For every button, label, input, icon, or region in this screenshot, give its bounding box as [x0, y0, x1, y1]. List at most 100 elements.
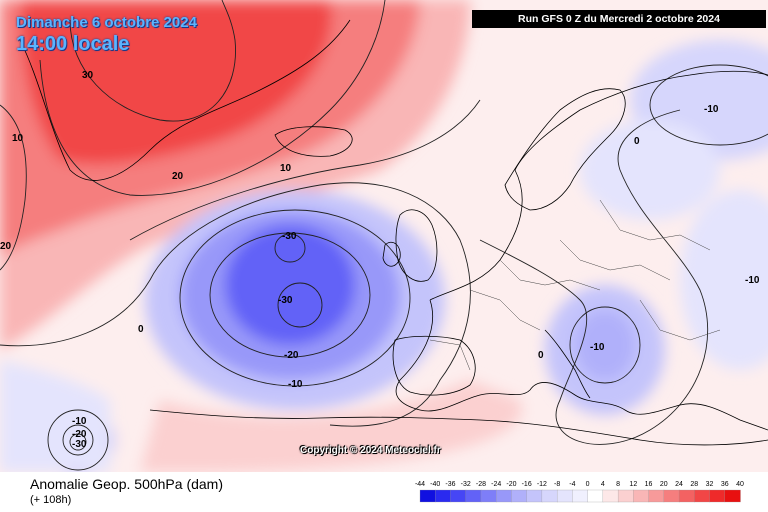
color-scale-label: 12: [629, 481, 637, 488]
color-scale-swatches: [419, 489, 741, 503]
color-scale-label: 8: [616, 481, 620, 488]
contour-label: 10: [280, 163, 292, 174]
color-scale-label: -20: [506, 481, 516, 488]
color-scale-label: 0: [586, 481, 590, 488]
italy-coast: [544, 329, 591, 399]
contour-label-group: 30 20 10 10 20 -30 -30 -20 -10 0 -10 -20…: [0, 70, 760, 450]
contour-line-minus20-southwest: [62, 424, 94, 456]
color-scale-label: -44: [415, 481, 425, 488]
border-2: [499, 259, 601, 291]
color-scale-swatch: [587, 489, 604, 503]
contour-line-minus20-atlantic: [209, 232, 371, 358]
color-scale-label: -40: [430, 481, 440, 488]
europe-coast: [395, 70, 768, 431]
color-scale-label: 20: [660, 481, 668, 488]
color-scale-swatch: [541, 489, 558, 503]
color-scale-label: 28: [690, 481, 698, 488]
contour-label: -30: [278, 295, 293, 306]
north-africa-coast: [149, 409, 768, 446]
color-scale-swatch: [450, 489, 467, 503]
border-1: [469, 289, 541, 331]
color-scale-swatch: [556, 489, 574, 503]
contour-line-minus30-southwest: [69, 433, 87, 451]
contour-line-minus10-southwest: [47, 409, 109, 471]
color-scale-label: -32: [461, 481, 471, 488]
contour-label: 20: [172, 171, 184, 182]
contour-label: -10: [590, 342, 605, 353]
copyright-notice: Copyright © 2024 Meteociel.fr: [300, 445, 441, 456]
contour-line-10: [0, 104, 27, 271]
color-scale-label: 4: [601, 481, 605, 488]
contour-label: -10: [704, 104, 719, 115]
contour-label: 0: [538, 350, 544, 361]
contour-label: -30: [282, 231, 297, 242]
color-scale-swatch: [633, 489, 650, 503]
border-4: [599, 199, 711, 251]
contour-line-0-europe: [479, 109, 709, 445]
color-scale-swatch: [648, 489, 665, 503]
color-scale-swatch: [663, 489, 680, 503]
contour-line-10-north: [129, 99, 481, 241]
scandinavia-coast: [504, 88, 626, 211]
contour-label: -20: [284, 350, 299, 361]
color-scale-label: -28: [476, 481, 486, 488]
color-scale-labels: -44 -40 -36 -32 -28 -24 -20 -16 -12 -8 -4 0 4 8 12 16 20…: [415, 481, 744, 488]
negative-anomaly-scandinavia: [580, 120, 720, 220]
color-scale-label: 36: [721, 481, 729, 488]
contour-label: 10: [12, 133, 24, 144]
model-run-info: Run GFS 0 Z du Mercredi 2 octobre 2024: [472, 10, 766, 28]
british-isles-coast: [382, 209, 438, 282]
forecast-lead-time: (+ 108h): [30, 494, 72, 506]
contour-label: 20: [0, 241, 12, 252]
negative-anomaly-west-edge: [0, 360, 110, 472]
color-scale-swatch: [496, 489, 513, 503]
color-scale-swatch: [709, 489, 726, 503]
country-borders: [429, 199, 721, 371]
color-scale-swatch: [678, 489, 695, 503]
contour-label: -10: [72, 416, 87, 427]
border-3: [559, 239, 671, 281]
color-scale-label: -24: [491, 481, 501, 488]
positive-anomaly-greenland-core: [20, 0, 332, 164]
contour-label: -10: [288, 379, 303, 390]
color-scale-label: 32: [706, 481, 714, 488]
forecast-time-title: 14:00 locale: [16, 33, 130, 55]
map-footer: Anomalie Geop. 500hPa (dam) (+ 108h) -44…: [0, 472, 768, 512]
border-5: [639, 299, 721, 341]
color-scale-swatch: [694, 489, 711, 503]
contour-label: -10: [745, 275, 760, 286]
negative-anomaly-balkans-core: [575, 310, 635, 380]
color-scale-swatch: [526, 489, 543, 503]
geopotential-anomaly-map: 30 20 10 10 20 -30 -30 -20 -10 0 -10 -20…: [0, 0, 768, 472]
negative-anomaly-east: [680, 190, 768, 370]
color-scale-swatch: [617, 489, 634, 503]
contour-label: 0: [138, 324, 144, 335]
contour-label: 0: [634, 136, 640, 147]
contour-line-minus10-northeast: [649, 64, 768, 146]
forecast-date-title: Dimanche 6 octobre 2024: [16, 14, 197, 31]
contour-label: 30: [82, 70, 94, 81]
contour-line-20: [39, 0, 386, 196]
border-6: [429, 339, 471, 371]
contour-line-30: [69, 0, 236, 122]
color-scale-label: 16: [645, 481, 653, 488]
iberia-coast: [392, 335, 476, 396]
color-scale-label: 24: [675, 481, 683, 488]
greenland-coast: [19, 19, 351, 181]
positive-anomaly-south: [140, 380, 523, 472]
color-scale-swatch: [480, 489, 497, 503]
color-scale-legend: -44 -40 -36 -32 -28 -24 -20 -16 -12 -8 -4 0 4 8 12 16 20…: [415, 481, 744, 503]
contour-label: -20: [72, 429, 87, 440]
color-scale-swatch: [724, 489, 741, 503]
map-variable-title: Anomalie Geop. 500hPa (dam): [30, 476, 223, 492]
contour-label: -30: [72, 439, 87, 450]
iceland-coast: [274, 126, 353, 157]
contour-line-minus30-atlantic: [277, 282, 323, 328]
color-scale-label: -12: [537, 481, 547, 488]
color-scale-swatch: [511, 489, 528, 503]
color-scale-swatch: [602, 489, 619, 503]
color-scale-label: -4: [569, 481, 575, 488]
color-scale-swatch: [419, 489, 436, 503]
anomaly-shading: [0, 0, 768, 472]
